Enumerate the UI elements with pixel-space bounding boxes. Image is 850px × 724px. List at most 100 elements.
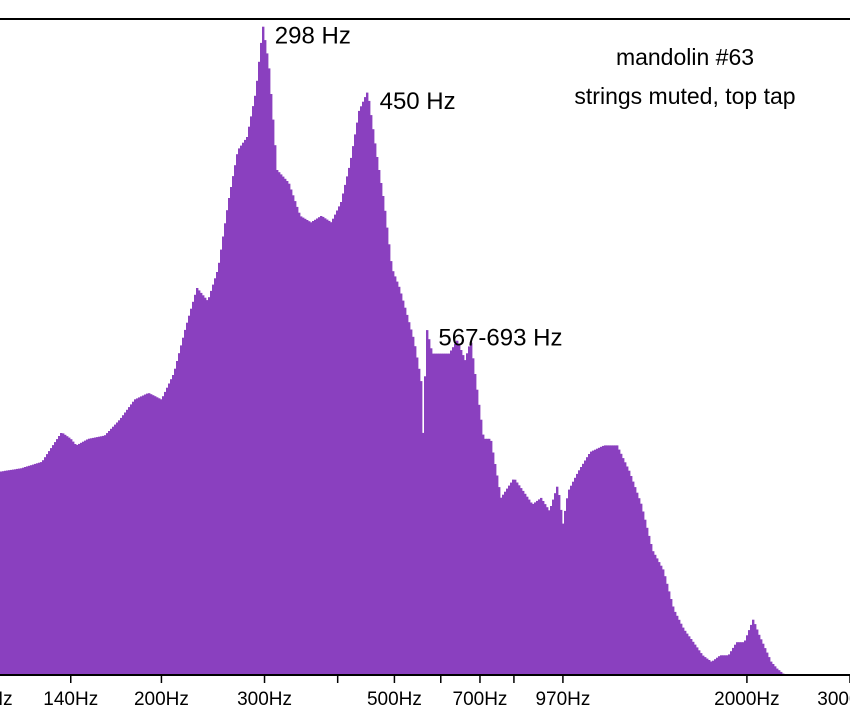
spectrum-bar [44,457,47,675]
spectrum-bar [476,389,479,675]
spectrum-bar [666,583,669,675]
spectrum-bar [46,454,49,675]
spectrum-bar [30,465,33,675]
spectrum-bar [730,651,733,675]
spectrum-bar [714,659,717,675]
spectrum-bar [498,487,501,675]
spectrum-bar [342,193,345,675]
spectrum-bar [70,439,73,675]
spectrum-bar [274,145,277,675]
spectrum-bar [780,671,783,675]
spectrum-bar [26,466,29,675]
spectrum-bar [412,336,415,675]
spectrum-bar [652,551,655,675]
spectrum-bar [778,670,781,675]
spectrum-bar [608,445,611,675]
spectrum-bar [246,137,249,675]
spectrum-bar [356,122,359,676]
spectrum-bar [708,660,711,675]
spectrum-bar [258,61,261,676]
spectrum-bar [76,444,79,675]
spectrum-bar [100,436,103,675]
spectrum-bar [736,642,739,675]
spectrum-bar [490,440,493,675]
spectrum-bar [656,558,659,675]
spectrum-bar [440,353,443,675]
spectrum-bar [190,308,193,675]
spectrum-bar [40,462,43,675]
spectrum-bar [124,412,127,675]
spectrum-bar [362,101,365,675]
spectrum-bar [748,630,751,675]
chart-title-line-2: strings muted, top tap [574,83,795,109]
spectrum-bar [328,220,331,675]
spectrum-bar [160,399,163,675]
spectrum-bar [222,236,225,675]
spectrum-bar [252,106,255,676]
spectrum-bar [322,216,325,675]
spectrum-bar [24,467,27,675]
spectrum-bar [530,502,533,675]
spectrum-bar [210,290,213,675]
spectrum-bar [408,322,411,675]
spectrum-bar [510,482,513,675]
spectrum-bar [92,437,95,675]
spectrum-bar [114,424,117,675]
spectrum-bar [382,196,385,675]
spectrum-bar [22,467,25,675]
spectrum-bar [358,110,361,675]
spectrum-bar [64,434,67,675]
spectrum-bar [390,261,393,675]
spectrum-bar [346,176,349,675]
spectrum-bar [474,374,477,675]
spectrum-bar [10,469,13,675]
spectrum-bar [732,647,735,675]
spectrum-bar [454,344,457,675]
spectrum-bar [264,40,267,676]
spectrum-bar [742,642,745,675]
spectrum-bar [420,381,423,675]
spectrum-bar [214,278,217,675]
spectrum-bar [188,315,191,675]
spectrum-bar [554,493,557,675]
spectrum-bar [94,437,97,675]
spectrum-bar [326,219,329,675]
spectrum-bar [416,357,419,675]
spectrum-bar [422,432,425,675]
spectrum-bar [478,404,481,675]
spectrum-bar [154,396,157,675]
spectrum-bar [120,417,123,675]
spectrum-bar [678,619,681,675]
spectrum-bar [360,106,363,676]
spectrum-bar [600,446,603,675]
spectrum-bar [280,174,283,675]
spectrum-bar [700,653,703,675]
spectrum-bar [662,569,665,675]
spectrum-bar [676,615,679,675]
spectrum-bar [588,454,591,675]
spectrum-bar [212,284,215,675]
spectrum-bar [470,342,473,675]
spectrum-bar [196,288,199,675]
spectrum-bar [776,668,779,675]
spectrum-bar [54,442,57,675]
spectrum-bar [598,447,601,675]
spectrum-bar [634,487,637,675]
spectrum-bar [398,286,401,675]
spectrum-bar [504,491,507,675]
spectrum-bar [4,470,7,675]
spectrum-bar [224,223,227,676]
spectrum-bar [198,290,201,675]
spectrum-bar [472,358,475,675]
spectrum-bar [156,397,159,675]
spectrum-bar [642,511,645,675]
spectrum-bar [570,485,573,675]
spectrum-bar [32,464,35,675]
spectrum-bar [760,639,763,675]
spectrum-bar [692,641,695,675]
spectrum-bar [144,394,147,675]
spectrum-bar [602,445,605,675]
spectrum-bar [604,445,607,675]
spectrum-bar [728,654,731,675]
